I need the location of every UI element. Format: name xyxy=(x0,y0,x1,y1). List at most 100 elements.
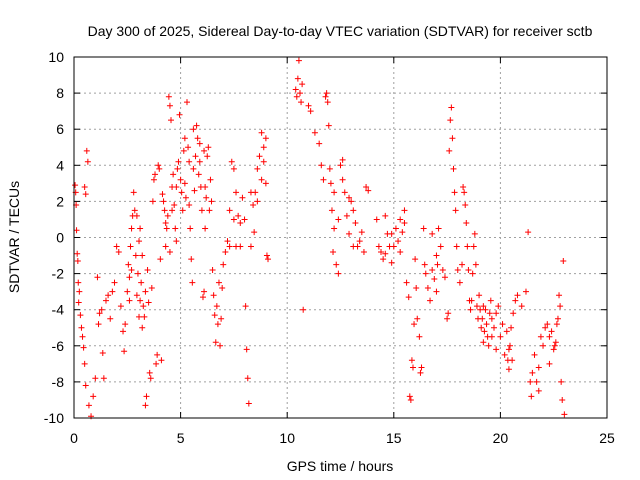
data-point xyxy=(165,93,172,100)
data-point xyxy=(460,183,467,190)
data-point xyxy=(326,165,333,172)
data-point xyxy=(111,279,118,286)
data-point xyxy=(392,225,399,232)
data-point xyxy=(462,202,469,209)
data-point xyxy=(84,158,91,165)
data-point xyxy=(450,165,457,172)
data-point xyxy=(413,285,420,292)
x-tick-label: 15 xyxy=(386,430,402,446)
data-point xyxy=(168,117,175,124)
data-point xyxy=(204,153,211,160)
data-point xyxy=(263,252,270,259)
data-point xyxy=(544,321,551,328)
x-tick-label: 20 xyxy=(493,430,509,446)
data-point xyxy=(162,220,169,227)
data-point xyxy=(121,348,128,355)
data-point xyxy=(99,350,106,357)
data-point xyxy=(311,129,318,136)
data-point xyxy=(441,274,448,281)
data-point xyxy=(250,202,257,209)
data-point xyxy=(192,153,199,160)
data-point xyxy=(190,126,197,133)
data-point xyxy=(382,250,389,257)
data-point xyxy=(126,297,133,304)
x-tick-label: 10 xyxy=(279,430,295,446)
data-point xyxy=(420,225,427,232)
data-point xyxy=(331,189,338,196)
data-point xyxy=(352,220,359,227)
data-point xyxy=(554,315,561,322)
data-point xyxy=(328,207,335,214)
data-point xyxy=(83,147,90,154)
data-point xyxy=(75,279,82,286)
data-point xyxy=(262,135,269,142)
data-point xyxy=(176,111,183,118)
data-point xyxy=(473,303,480,310)
data-point xyxy=(356,238,363,245)
data-point xyxy=(224,238,231,245)
data-point xyxy=(247,243,254,250)
data-point xyxy=(222,248,229,255)
data-point xyxy=(158,357,165,364)
data-point xyxy=(181,135,188,142)
data-point xyxy=(133,292,140,299)
x-tick-label: 0 xyxy=(70,430,78,446)
data-point xyxy=(397,248,404,255)
data-point xyxy=(327,180,334,187)
data-point xyxy=(408,357,415,364)
data-point xyxy=(174,165,181,172)
data-point xyxy=(348,198,355,205)
data-point xyxy=(339,156,346,163)
data-point xyxy=(82,191,89,198)
data-point xyxy=(220,261,227,268)
data-point xyxy=(479,315,486,322)
data-point xyxy=(505,346,512,353)
data-point xyxy=(411,321,418,328)
data-point xyxy=(179,207,186,214)
data-point xyxy=(146,369,153,376)
data-point xyxy=(542,324,549,331)
data-point xyxy=(465,266,472,273)
data-point xyxy=(373,216,380,223)
data-point xyxy=(148,285,155,292)
data-point xyxy=(235,212,242,219)
data-point xyxy=(346,230,353,237)
data-point xyxy=(166,102,173,109)
data-point xyxy=(161,207,168,214)
data-point xyxy=(134,270,141,277)
data-point xyxy=(528,393,535,400)
data-point xyxy=(339,176,346,183)
data-point xyxy=(403,279,410,286)
data-point xyxy=(559,396,566,403)
data-point xyxy=(217,342,224,349)
data-point xyxy=(453,243,460,250)
data-point xyxy=(202,183,209,190)
data-point xyxy=(343,212,350,219)
data-point xyxy=(196,158,203,165)
data-point xyxy=(412,256,419,263)
data-point xyxy=(209,266,216,273)
data-point xyxy=(406,393,413,400)
y-tick-label: 6 xyxy=(56,121,64,137)
data-point xyxy=(245,400,252,407)
data-point xyxy=(212,339,219,346)
data-point xyxy=(557,303,564,310)
data-point xyxy=(293,93,300,100)
data-point xyxy=(296,90,303,97)
data-point xyxy=(92,375,99,382)
data-point xyxy=(335,270,342,277)
data-point xyxy=(535,364,542,371)
data-point xyxy=(77,312,84,319)
data-point xyxy=(527,378,534,385)
data-point xyxy=(365,187,372,194)
data-point xyxy=(456,279,463,286)
data-point xyxy=(449,135,456,142)
data-point xyxy=(451,189,458,196)
data-point xyxy=(258,176,265,183)
data-point xyxy=(258,129,265,136)
data-point xyxy=(316,140,323,147)
data-point xyxy=(459,261,466,268)
data-point xyxy=(147,375,154,382)
data-point xyxy=(177,176,184,183)
